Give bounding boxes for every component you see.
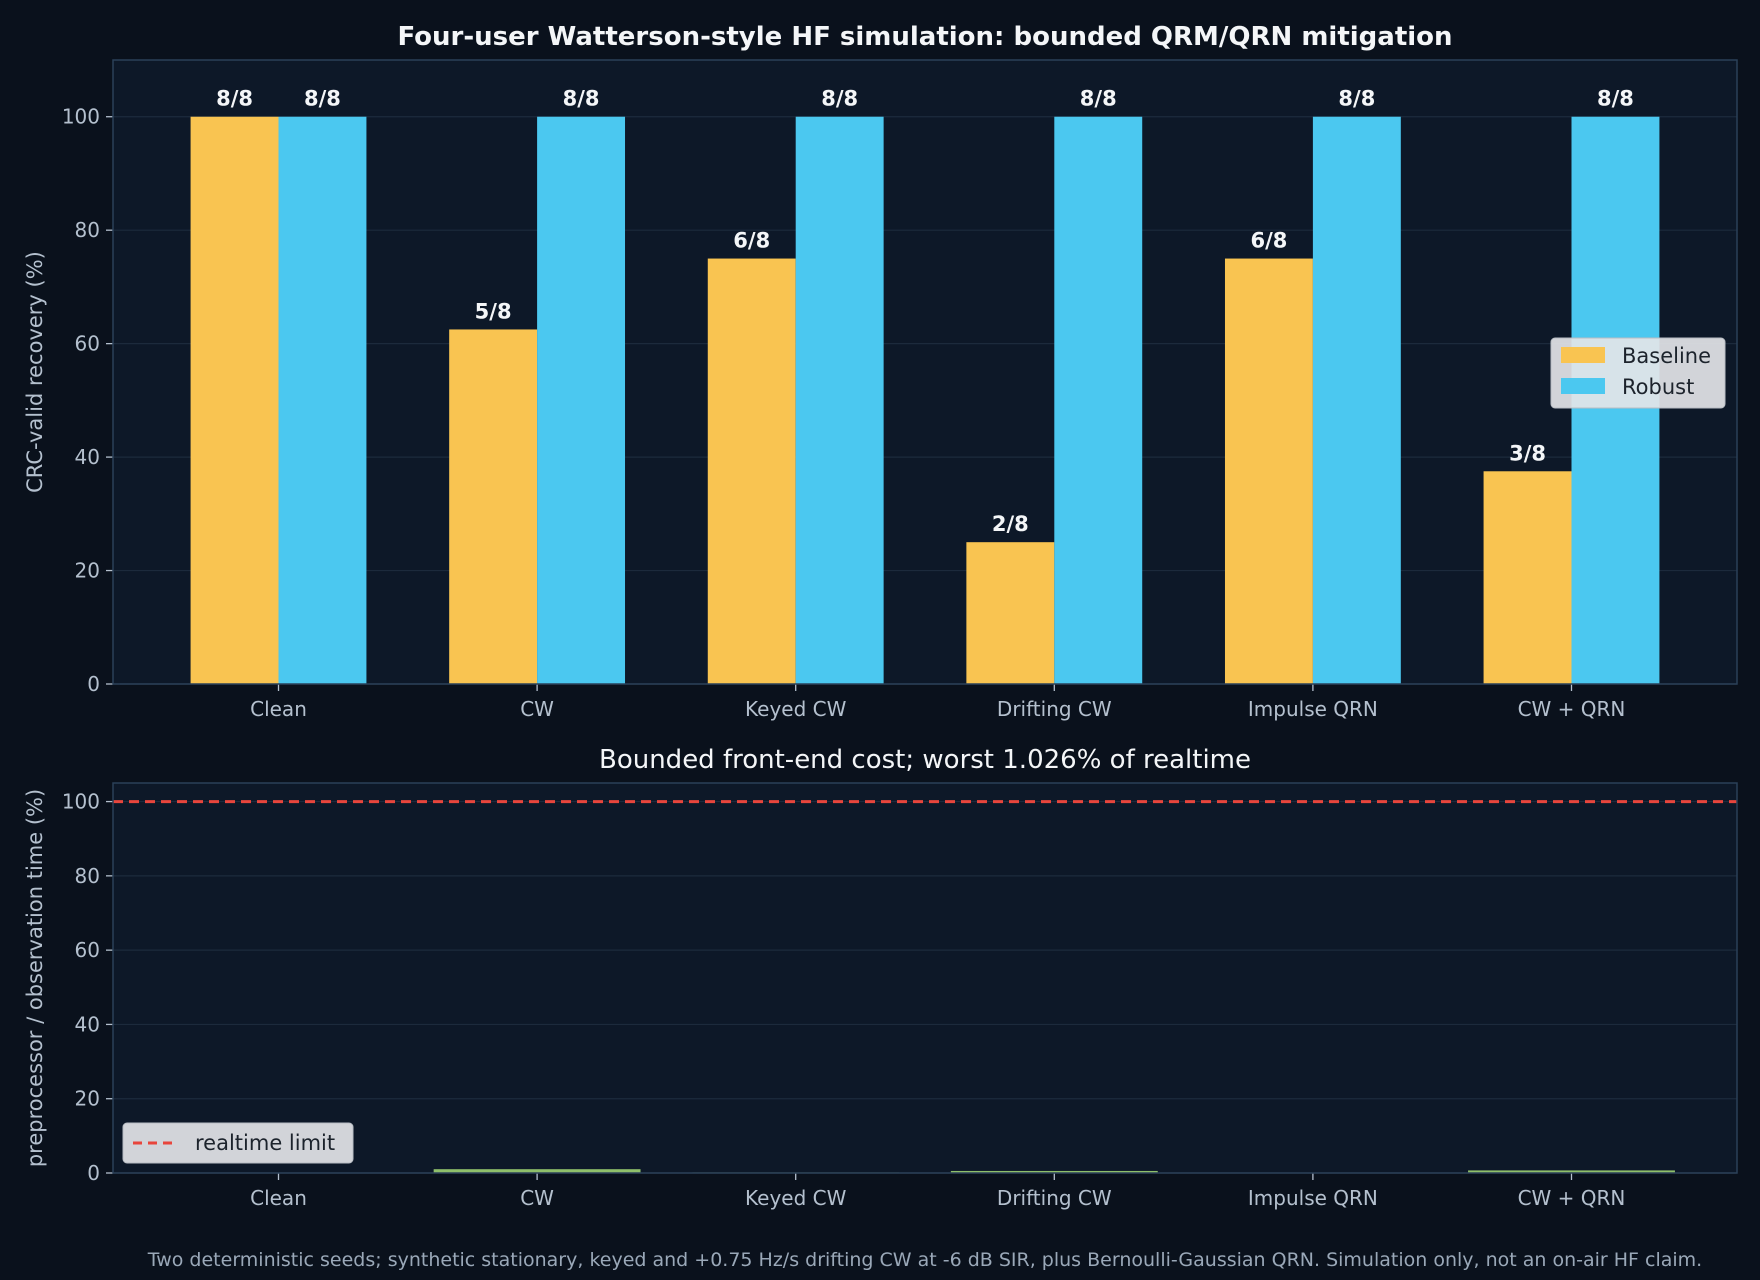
bar-cost-cw — [433, 1169, 641, 1173]
bottom-y-ticks: 0 20 40 60 80 100 — [62, 790, 113, 1185]
bar-label-baseline-cw: 5/8 — [475, 299, 512, 323]
bar-robust-clean — [278, 116, 367, 684]
bottom-x-tick-label-cw: CW — [520, 1186, 554, 1210]
top-y-tick-label-80: 80 — [75, 218, 100, 242]
bottom-x-tick-label-cw-qrn: CW + QRN — [1518, 1186, 1626, 1210]
bottom-x-tick-label-impulse-qrn: Impulse QRN — [1248, 1186, 1378, 1210]
top-y-tick-label-0: 0 — [87, 672, 100, 696]
legend-label-realtime-limit: realtime limit — [195, 1131, 335, 1155]
top-x-tick-label-cw: CW — [520, 697, 554, 721]
top-y-axis-label: CRC-valid recovery (%) — [23, 251, 47, 493]
top-x-tick-label-impulse-qrn: Impulse QRN — [1248, 697, 1378, 721]
bar-label-robust-cw: 8/8 — [563, 87, 600, 111]
bar-label-baseline-cw-qrn: 3/8 — [1509, 441, 1546, 465]
bar-label-robust-impulse-qrn: 8/8 — [1338, 87, 1375, 111]
bottom-y-tick-label-40: 40 — [75, 1012, 100, 1036]
bar-baseline-cw — [449, 329, 538, 684]
bottom-x-ticks: Clean CW Keyed CW Drifting CW Impulse QRN CW … — [250, 1173, 1625, 1210]
bottom-y-tick-label-0: 0 — [87, 1161, 100, 1185]
top-y-tick-label-40: 40 — [75, 445, 100, 469]
legend-swatch-robust — [1561, 378, 1605, 394]
bottom-y-tick-label-20: 20 — [75, 1087, 100, 1111]
top-bar-labels: 8/8 5/8 6/8 2/8 6/8 3/8 8/8 8/8 8/8 8/8 8/8 8/8 — [216, 87, 1634, 536]
bottom-x-tick-label-drifting-cw: Drifting CW — [997, 1186, 1112, 1210]
top-x-ticks: Clean CW Keyed CW Drifting CW Impulse QRN CW … — [250, 684, 1625, 721]
top-x-tick-label-drifting-cw: Drifting CW — [997, 697, 1112, 721]
top-plot-border — [112, 59, 1738, 685]
bar-robust-keyed-cw — [795, 116, 884, 684]
legend-label-baseline: Baseline — [1622, 344, 1711, 368]
top-x-tick-label-cw-qrn: CW + QRN — [1518, 697, 1626, 721]
legend-label-robust: Robust — [1622, 375, 1694, 399]
bottom-x-tick-label-clean: Clean — [250, 1186, 307, 1210]
top-chart-title: Four-user Watterson-style HF simulation:… — [397, 22, 1452, 52]
legend-swatch-baseline — [1561, 347, 1605, 363]
bar-baseline-impulse-qrn — [1224, 258, 1313, 684]
bar-label-baseline-drifting-cw: 2/8 — [992, 512, 1029, 536]
bottom-y-tick-label-100: 100 — [62, 790, 100, 814]
bar-baseline-keyed-cw — [707, 258, 796, 684]
top-x-tick-label-clean: Clean — [250, 697, 307, 721]
bottom-y-axis-label: preprocessor / observation time (%) — [23, 789, 47, 1167]
top-y-ticks: 0 20 40 60 80 100 — [62, 105, 113, 696]
top-y-tick-label-60: 60 — [75, 332, 100, 356]
bar-cost-drifting-cw — [950, 1170, 1158, 1173]
figure-footnote: Two deterministic seeds; synthetic stati… — [147, 1249, 1702, 1271]
bottom-x-tick-label-keyed-cw: Keyed CW — [745, 1186, 847, 1210]
bottom-legend: realtime limit — [122, 1122, 354, 1164]
top-plot-area — [113, 60, 1737, 684]
bar-cost-cw-qrn — [1468, 1170, 1675, 1173]
bar-baseline-clean — [190, 116, 279, 684]
bar-robust-drifting-cw — [1054, 116, 1143, 684]
bar-baseline-cw-qrn — [1483, 471, 1572, 684]
bottom-chart-title: Bounded front-end cost; worst 1.026% of … — [599, 745, 1251, 775]
bar-label-baseline-keyed-cw: 6/8 — [733, 229, 770, 253]
bottom-plot-area — [113, 783, 1737, 1173]
bar-label-robust-clean: 8/8 — [304, 87, 341, 111]
bar-label-baseline-impulse-qrn: 6/8 — [1250, 229, 1287, 253]
top-y-tick-label-100: 100 — [62, 105, 100, 129]
bar-label-baseline-clean: 8/8 — [216, 87, 253, 111]
bottom-y-tick-label-80: 80 — [75, 864, 100, 888]
bar-robust-impulse-qrn — [1312, 116, 1401, 684]
top-y-tick-label-20: 20 — [75, 559, 100, 583]
bar-label-robust-keyed-cw: 8/8 — [821, 87, 858, 111]
top-bars — [190, 116, 1660, 684]
bottom-plot-border — [112, 782, 1738, 1174]
bottom-y-tick-label-60: 60 — [75, 938, 100, 962]
bar-label-robust-drifting-cw: 8/8 — [1080, 87, 1117, 111]
bar-baseline-drifting-cw — [966, 542, 1055, 684]
top-legend: Baseline Robust — [1550, 337, 1726, 409]
bar-robust-cw — [537, 116, 626, 684]
bottom-legend-box — [122, 1122, 354, 1164]
top-x-tick-label-keyed-cw: Keyed CW — [745, 697, 847, 721]
bar-label-robust-cw-qrn: 8/8 — [1597, 87, 1634, 111]
